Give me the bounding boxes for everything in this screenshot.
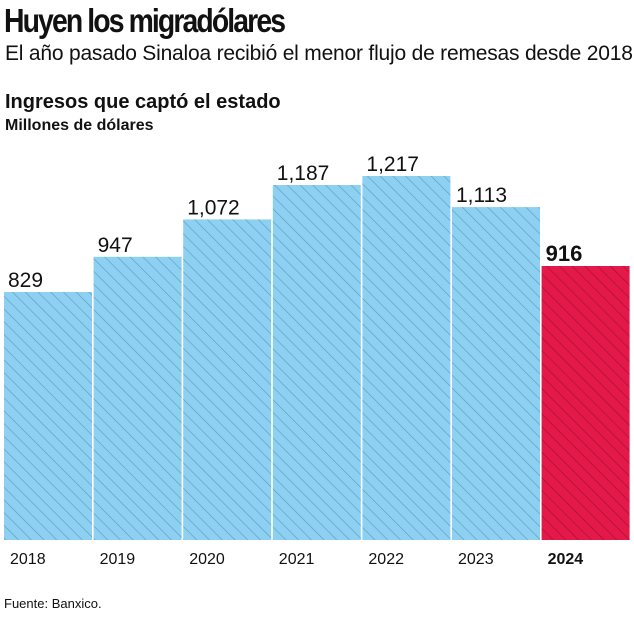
category-label-2024: 2024 bbox=[548, 551, 584, 568]
value-label-2019: 947 bbox=[98, 234, 133, 257]
bar-2024 bbox=[541, 266, 630, 540]
category-label-2023: 2023 bbox=[458, 551, 494, 568]
category-label-2019: 2019 bbox=[100, 551, 136, 568]
value-label-2023: 1,113 bbox=[456, 184, 507, 207]
value-label-2021: 1,187 bbox=[277, 162, 330, 185]
value-label-2024: 916 bbox=[546, 241, 583, 266]
y-axis-unit-label: Millones de dólares bbox=[5, 117, 154, 134]
bar-2023 bbox=[452, 207, 540, 540]
bar-2018 bbox=[4, 292, 92, 540]
value-label-2018: 829 bbox=[8, 269, 43, 292]
bar-2021 bbox=[272, 185, 361, 540]
category-label-2020: 2020 bbox=[189, 551, 225, 568]
bar-chart: 829 2018 947 2019 1,072 2020 1,187 2021 1,217 202… bbox=[4, 153, 630, 568]
category-label-2022: 2022 bbox=[368, 551, 404, 568]
bar-2022 bbox=[362, 176, 451, 540]
value-label-2020: 1,072 bbox=[187, 196, 240, 219]
page-title: Huyen los migradólares bbox=[4, 2, 286, 39]
bar-2020 bbox=[183, 219, 272, 540]
chart-title: Ingresos que captó el estado bbox=[5, 91, 281, 113]
category-label-2018: 2018 bbox=[10, 551, 46, 568]
category-label-2021: 2021 bbox=[279, 551, 315, 568]
value-label-2022: 1,217 bbox=[366, 153, 419, 176]
page-subtitle: El año pasado Sinaloa recibió el menor f… bbox=[5, 42, 634, 65]
source-note: Fuente: Banxico. bbox=[4, 596, 102, 611]
bar-2019 bbox=[93, 256, 182, 540]
